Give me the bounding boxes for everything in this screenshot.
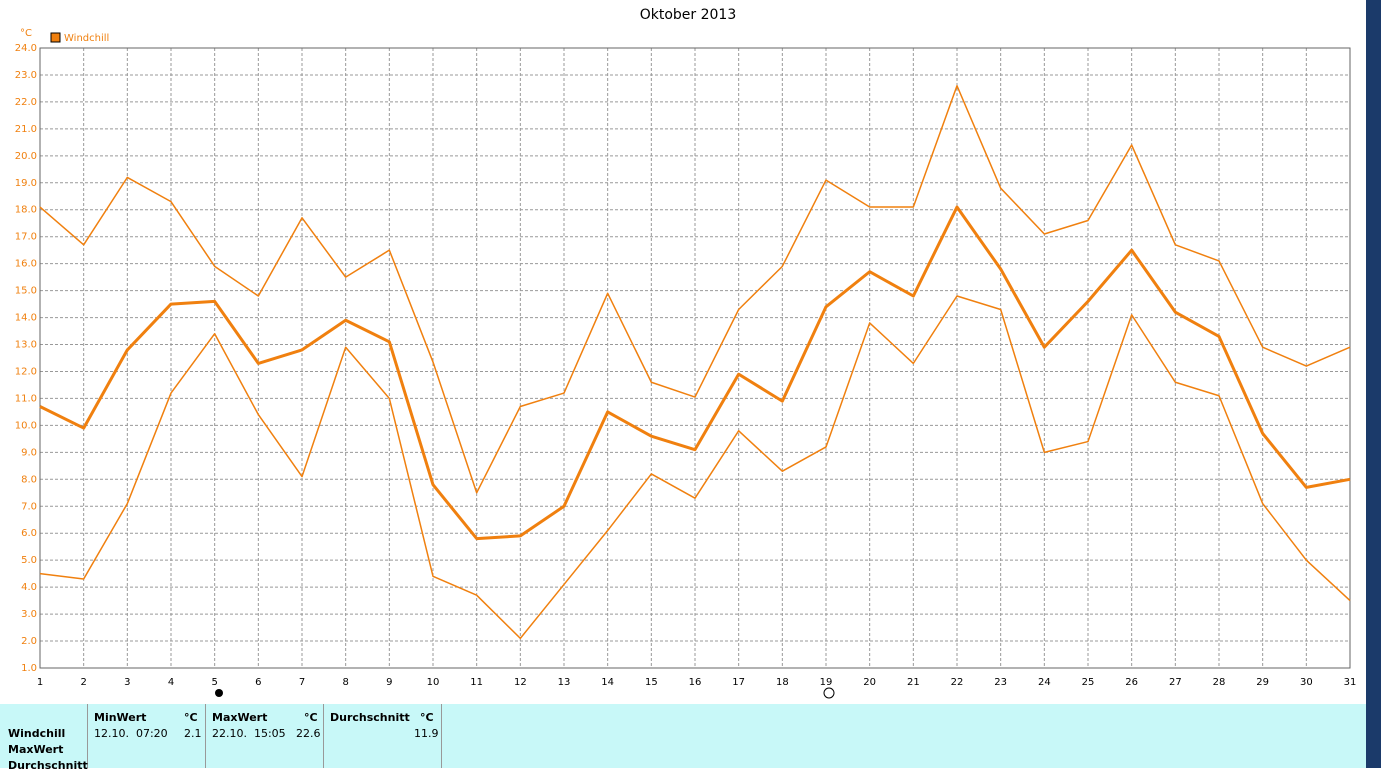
x-tick-label: 4 — [168, 677, 174, 688]
desktop-edge — [1366, 0, 1381, 768]
y-tick-label: 15.0 — [15, 286, 37, 297]
y-tick-label: 7.0 — [21, 501, 37, 512]
x-tick-label: 29 — [1256, 677, 1269, 688]
y-tick-label: 16.0 — [15, 259, 37, 270]
y-tick-label: 22.0 — [15, 97, 37, 108]
separator — [441, 704, 442, 768]
y-tick-label: 18.0 — [15, 205, 37, 216]
x-tick-label: 1 — [37, 677, 43, 688]
value: 11.9 — [414, 727, 439, 740]
value: 2.1 — [184, 727, 202, 740]
series-line — [39, 84, 1351, 494]
y-tick-label: 8.0 — [21, 474, 37, 485]
x-tick-label: 26 — [1125, 677, 1138, 688]
separator — [205, 704, 206, 768]
x-tick-label: 9 — [386, 677, 392, 688]
series-line — [39, 205, 1351, 541]
time: 12.10. 07:20 — [94, 727, 168, 740]
y-tick-label: 1.0 — [21, 663, 37, 674]
y-tick-label: 23.0 — [15, 70, 37, 81]
y-tick-label: 13.0 — [15, 340, 37, 351]
x-tick-label: 31 — [1344, 677, 1357, 688]
y-tick-label: 10.0 — [15, 420, 37, 431]
col-header: Durchschnitt — [330, 711, 410, 724]
y-tick-label: 12.0 — [15, 366, 37, 377]
col-unit: °C — [420, 711, 434, 724]
y-tick-label: 11.0 — [15, 393, 37, 404]
value: 22.6 — [296, 727, 321, 740]
separator — [323, 704, 324, 768]
x-tick-label: 12 — [514, 677, 527, 688]
y-tick-label: 19.0 — [15, 178, 37, 189]
x-tick-label: 21 — [907, 677, 920, 688]
y-tick-label: 21.0 — [15, 124, 37, 135]
y-tick-label: 24.0 — [15, 43, 37, 54]
separator — [87, 704, 88, 768]
x-tick-label: 3 — [124, 677, 130, 688]
time: 22.10. 15:05 — [212, 727, 286, 740]
x-tick-label: 24 — [1038, 677, 1051, 688]
row-label: Windchill — [8, 727, 66, 740]
y-tick-label: 14.0 — [15, 313, 37, 324]
x-tick-label: 2 — [80, 677, 86, 688]
x-tick-label: 16 — [689, 677, 702, 688]
col-unit: °C — [184, 711, 198, 724]
x-tick-label: 25 — [1082, 677, 1095, 688]
row-label: Durchschnitt — [8, 759, 88, 772]
x-tick-label: 18 — [776, 677, 789, 688]
y-tick-label: 20.0 — [15, 151, 37, 162]
col-header: MaxWert — [212, 711, 268, 724]
x-tick-label: 10 — [427, 677, 440, 688]
x-tick-label: 8 — [342, 677, 348, 688]
x-tick-label: 11 — [470, 677, 483, 688]
y-tick-label: 5.0 — [21, 555, 37, 566]
legend-label: Windchill — [64, 33, 109, 44]
x-tick-label: 30 — [1300, 677, 1313, 688]
x-tick-label: 15 — [645, 677, 658, 688]
summary-panel: Windchill MaxWert Durchschnitt MinWert °… — [0, 704, 1366, 772]
x-tick-label: 7 — [299, 677, 305, 688]
col-unit: °C — [304, 711, 318, 724]
x-tick-label: 17 — [732, 677, 745, 688]
col-header: MinWert — [94, 711, 147, 724]
chart: Oktober 2013 °C Windchill 1.0 2.0 3.0 4.0 5.… — [15, 7, 1357, 699]
y-tick-label: 17.0 — [15, 232, 37, 243]
row-label: MaxWert — [8, 743, 64, 756]
y-unit: °C — [20, 28, 32, 39]
y-tick-label: 4.0 — [21, 582, 37, 593]
x-tick-label: 5 — [211, 677, 217, 688]
moon-full — [215, 689, 223, 697]
y-tick-label: 9.0 — [21, 447, 37, 458]
plot-frame — [39, 47, 1351, 669]
x-tick-label: 13 — [558, 677, 571, 688]
x-tick-label: 22 — [951, 677, 964, 688]
x-tick-label: 14 — [601, 677, 614, 688]
x-tick-label: 23 — [994, 677, 1007, 688]
moon-new — [823, 687, 835, 699]
x-tick-label: 20 — [863, 677, 876, 688]
legend-swatch — [50, 32, 61, 43]
y-tick-label: 6.0 — [21, 528, 37, 539]
y-tick-label: 2.0 — [21, 636, 37, 647]
chart-title: Oktober 2013 — [640, 7, 737, 23]
x-tick-label: 6 — [255, 677, 261, 688]
x-tick-label: 19 — [820, 677, 833, 688]
x-tick-label: 27 — [1169, 677, 1182, 688]
series-line — [39, 295, 1351, 640]
y-tick-label: 3.0 — [21, 609, 37, 620]
x-tick-label: 28 — [1213, 677, 1226, 688]
